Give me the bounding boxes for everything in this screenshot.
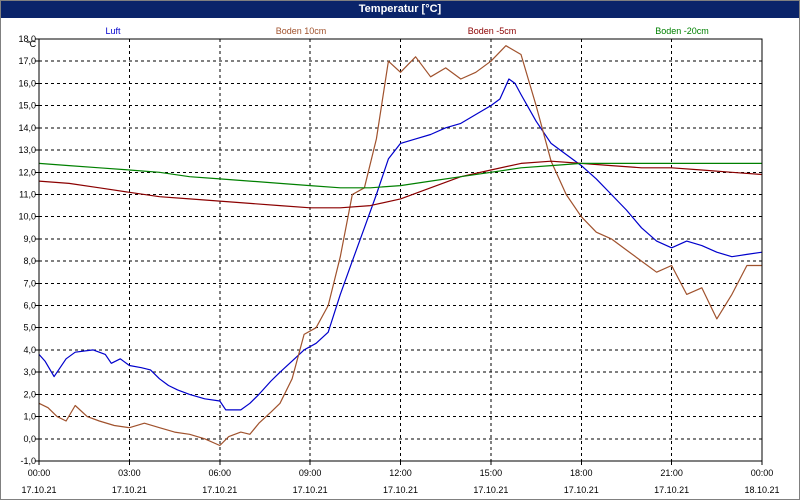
x-tick-date-label: 17.10.21 [473,485,508,495]
series-lines [38,45,763,447]
plot-frame [38,38,763,462]
y-tick-label: 5,0 [23,323,36,333]
x-tick-time-label: 12:00 [389,468,412,478]
x-tick-time-label: 09:00 [299,468,322,478]
legend-entry-boden-5cm: Boden -5cm [468,26,517,36]
legend-entry-luft: Luft [105,26,121,36]
y-tick-label: 16,0 [18,78,36,88]
y-tick-label: 2,0 [23,389,36,399]
series-line-boden-5cm [38,160,763,209]
legend: Luft Boden 10cm Boden -5cm Boden -20cm [105,26,708,36]
series-line-luft [38,78,763,411]
y-axis-unit-label: °C [26,39,37,49]
x-tick-time-label: 18:00 [570,468,593,478]
legend-entry-boden-20cm: Boden -20cm [655,26,709,36]
x-tick-date-label: 17.10.21 [654,485,689,495]
y-tick-label: 1,0 [23,412,36,422]
grid [39,38,762,461]
y-tick-label: 7,0 [23,278,36,288]
y-tick-label: 8,0 [23,256,36,266]
legend-entry-boden-10cm: Boden 10cm [276,26,327,36]
y-tick-label: 12,0 [18,167,36,177]
y-tick-label: 10,0 [18,212,36,222]
y-tick-label: 6,0 [23,301,36,311]
axes: -1,0 0,0 1,0 2,0 3,0 4,0 5,0 6,0 7,0 8,0 9,0 10,0 11… [18,34,779,495]
y-tick-label: 9,0 [23,234,36,244]
y-tick-label: -1,0 [20,456,36,466]
y-tick-label: 11,0 [19,189,36,199]
y-tick-label: 0,0 [23,434,36,444]
y-tick-label: 15,0 [18,101,36,111]
x-tick-date-label: 17.10.21 [383,485,418,495]
y-tick-label: 13,0 [18,145,36,155]
chart-title: Temperatur [°C] [1,1,799,18]
x-tick-time-label: 21:00 [660,468,683,478]
x-tick-date-label: 18.10.21 [744,485,779,495]
x-tick-date-label: 17.10.21 [293,485,328,495]
y-tick-label: 4,0 [23,345,36,355]
x-tick-date-label: 17.10.21 [202,485,237,495]
x-tick-time-label: 00:00 [751,468,774,478]
x-tick-date-label: 17.10.21 [564,485,599,495]
x-tick-time-label: 15:00 [480,468,503,478]
x-tick-time-label: 06:00 [208,468,231,478]
y-tick-label: 18,0 [18,34,36,44]
x-tick-date-label: 17.10.21 [21,485,56,495]
y-tick-label: 14,0 [18,123,36,133]
series-line-boden-20cm [38,162,762,189]
y-tick-label: 3,0 [23,367,36,377]
x-tick-date-label: 17.10.21 [112,485,147,495]
x-tick-time-label: 00:00 [28,468,51,478]
x-tick-time-label: 03:00 [118,468,141,478]
y-tick-label: 17,0 [18,56,36,66]
